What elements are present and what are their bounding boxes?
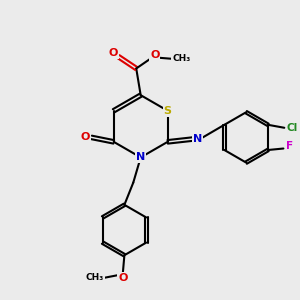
Text: Cl: Cl <box>287 123 298 133</box>
Text: N: N <box>136 152 145 162</box>
Text: O: O <box>80 132 90 142</box>
Text: CH₃: CH₃ <box>172 54 190 63</box>
Text: N: N <box>193 134 202 144</box>
Text: S: S <box>164 106 172 116</box>
Text: F: F <box>286 141 293 151</box>
Text: O: O <box>108 48 118 58</box>
Text: O: O <box>150 50 160 60</box>
Text: CH₃: CH₃ <box>85 273 104 282</box>
Text: O: O <box>118 273 128 283</box>
